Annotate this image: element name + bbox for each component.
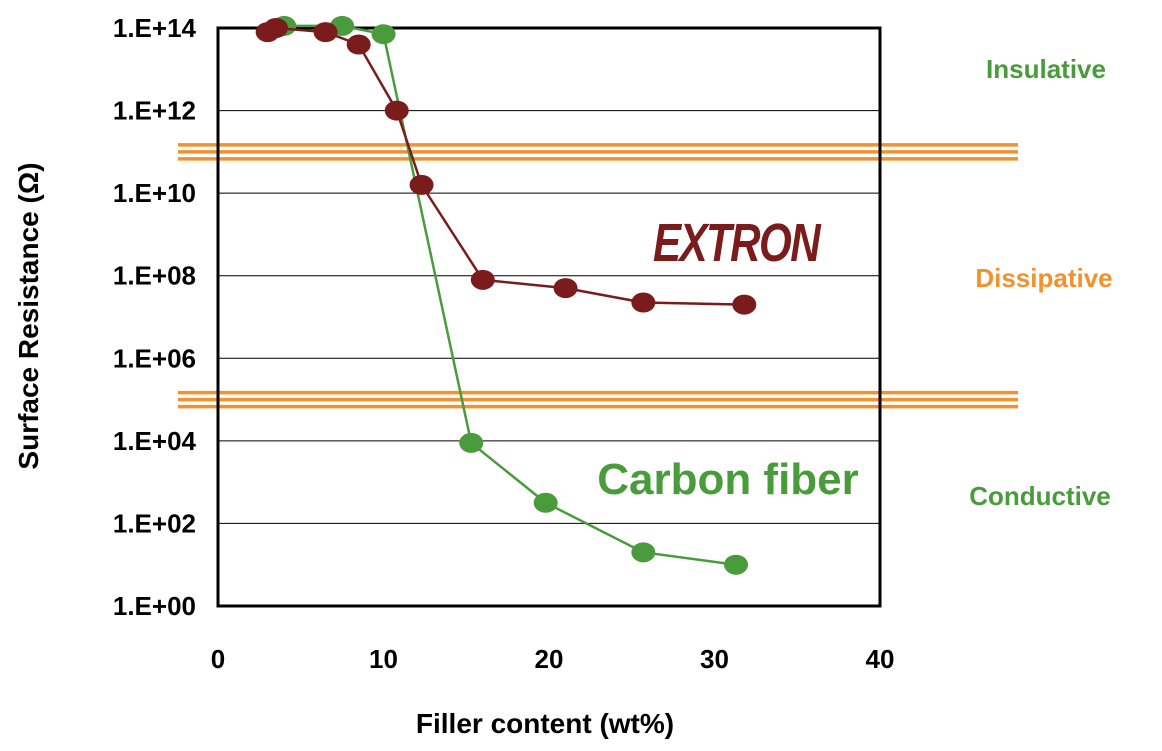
data-point [470, 269, 495, 290]
data-point [346, 34, 371, 55]
data-point [533, 492, 558, 513]
zone-label-insulative: Insulative [986, 54, 1106, 84]
data-point [553, 278, 578, 299]
data-point [384, 100, 409, 121]
data-point [371, 24, 396, 45]
series-extron [255, 18, 757, 315]
data-point [732, 294, 757, 315]
zone-label-dissipative: Dissipative [975, 263, 1112, 293]
data-point [313, 22, 338, 43]
y-tick-label: 1.E+02 [113, 508, 196, 538]
y-tick-label: 1.E+06 [113, 343, 196, 373]
gridlines [218, 110, 880, 524]
x-tick-label: 30 [700, 644, 729, 674]
x-tick-labels: 0 10 20 30 40 [211, 644, 895, 674]
series-label-extron: EXTRON [653, 213, 822, 273]
x-tick-label: 40 [866, 644, 895, 674]
series-label-carbon-fiber: Carbon fiber [597, 455, 859, 504]
y-tick-label: 1.E+00 [113, 591, 196, 621]
y-tick-label: 1.E+08 [113, 261, 196, 291]
y-tick-label: 1.E+04 [113, 426, 197, 456]
y-tick-label: 1.E+12 [113, 96, 196, 126]
x-tick-label: 10 [369, 644, 398, 674]
y-tick-labels: 1.E+00 1.E+02 1.E+04 1.E+06 1.E+08 1.E+10 1.E+… [113, 13, 197, 621]
plot-frame [216, 26, 882, 608]
y-axis-title: Surface Resistance (Ω) [13, 162, 44, 469]
x-axis-title: Filler content (wt%) [416, 708, 674, 739]
data-point [631, 542, 656, 563]
y-tick-label: 1.E+14 [113, 13, 197, 43]
x-tick-label: 20 [535, 644, 564, 674]
data-point [724, 554, 749, 575]
x-tick-label: 0 [211, 644, 225, 674]
data-point [263, 18, 288, 38]
threshold-bands [178, 143, 1018, 409]
series-line [267, 26, 745, 306]
data-point [631, 292, 656, 313]
y-tick-label: 1.E+10 [113, 178, 196, 208]
series-layer [255, 15, 757, 575]
zone-label-conductive: Conductive [969, 481, 1111, 511]
data-point [409, 174, 434, 195]
data-point [459, 432, 484, 453]
